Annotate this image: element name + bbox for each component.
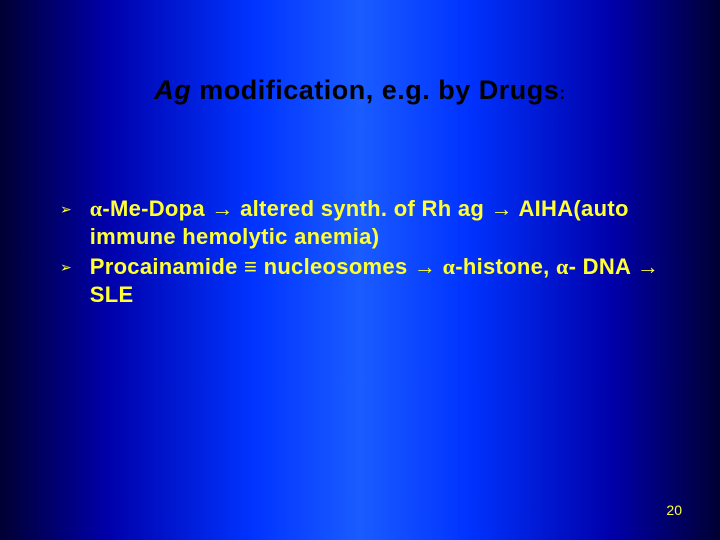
- slide: Ag modification, e.g. by Drugs: ➢ α-Me-D…: [0, 0, 720, 540]
- bullet-text: α-Me-Dopa → altered synth. of Rh ag → AI…: [90, 195, 660, 251]
- bullet-marker-icon: ➢: [60, 201, 72, 218]
- slide-title: Ag modification, e.g. by Drugs:: [0, 75, 720, 106]
- bullet-text: Procainamide ≡ nucleosomes → α-histone, …: [90, 253, 660, 309]
- bullet-list: ➢ α-Me-Dopa → altered synth. of Rh ag → …: [60, 195, 660, 312]
- bullet-marker-icon: ➢: [60, 259, 72, 276]
- title-ag: Ag: [154, 75, 191, 105]
- title-colon: :: [559, 83, 566, 103]
- page-number: 20: [666, 502, 682, 518]
- list-item: ➢ α-Me-Dopa → altered synth. of Rh ag → …: [60, 195, 660, 251]
- list-item: ➢ Procainamide ≡ nucleosomes → α-histone…: [60, 253, 660, 309]
- title-rest: modification, e.g. by Drugs: [191, 75, 559, 105]
